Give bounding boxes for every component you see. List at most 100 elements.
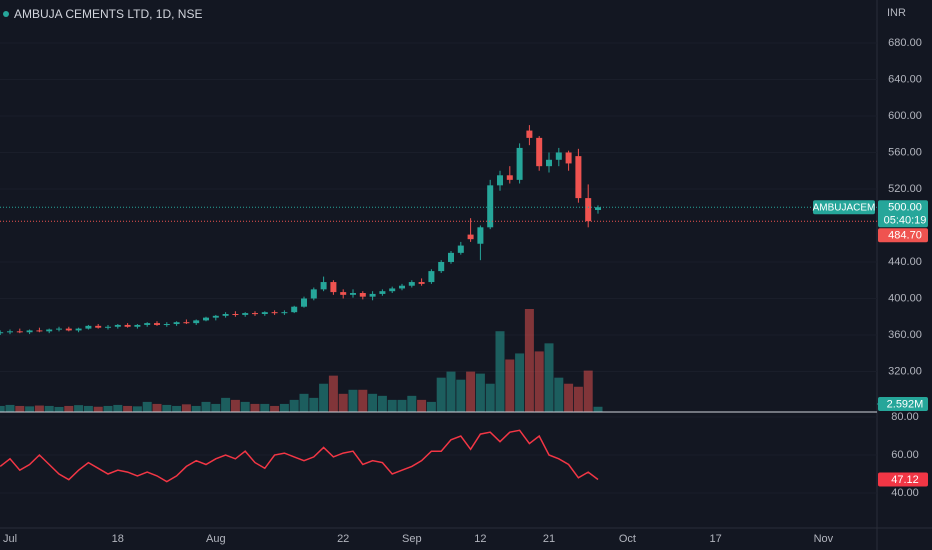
volume-bar (564, 383, 574, 412)
volume-bar (162, 404, 172, 412)
countdown: 05:40:19 (884, 215, 927, 227)
volume-bar (377, 395, 387, 412)
candle-body (546, 159, 552, 167)
volume-bar (250, 403, 260, 412)
volume-bar (456, 379, 466, 412)
candle-body (85, 325, 92, 329)
volume-bar (299, 393, 309, 412)
volume-bar (93, 406, 103, 412)
volume-label-bg (878, 397, 928, 411)
volume-bar (34, 405, 44, 412)
volume-bar (54, 406, 64, 412)
currency: INR (887, 7, 906, 19)
y-tick-label: 560.00 (888, 146, 922, 158)
candle-body (536, 137, 543, 167)
candle-body (487, 185, 494, 228)
volume-bar (123, 405, 133, 412)
candle-body (193, 320, 200, 324)
last-price-label: 500.00 (888, 202, 922, 214)
volume-bar (397, 399, 407, 412)
symbol-tag-bg (813, 200, 875, 215)
candle-body (114, 324, 121, 327)
volume-bar (152, 403, 162, 412)
candle-body (428, 271, 435, 283)
volume-bar (172, 405, 182, 412)
candle-body (418, 282, 425, 284)
volume-label: 2.592M (887, 398, 924, 410)
candle-body (310, 289, 317, 299)
volume-bar (466, 371, 476, 412)
candle-body (585, 198, 592, 222)
y-tick-label: 60.00 (891, 449, 919, 461)
x-tick-label: 22 (337, 533, 349, 545)
volume-bar (103, 405, 113, 412)
volume-bar (426, 401, 436, 412)
candle-body (271, 312, 278, 314)
prev-close-label-bg (878, 228, 928, 243)
volume-bar (230, 399, 240, 412)
x-tick-label: 17 (709, 533, 721, 545)
volume-bar (417, 399, 427, 412)
volume-bar (279, 403, 289, 412)
x-tick-label: Oct (619, 533, 636, 545)
volume-bar (544, 343, 554, 412)
rsi-label-bg (878, 472, 928, 487)
volume-bar (446, 371, 456, 412)
volume-bar (221, 397, 231, 412)
y-tick-label: 400.00 (888, 292, 922, 304)
volume-bar (407, 395, 417, 412)
candle-body (124, 324, 131, 327)
volume-bar (573, 386, 583, 412)
y-tick-label: 360.00 (888, 329, 922, 341)
volume-bar (142, 401, 152, 412)
y-tick-label: 640.00 (888, 73, 922, 85)
candle-body (222, 313, 229, 316)
candle-body (369, 293, 376, 297)
volume-bar (5, 404, 15, 412)
volume-bar (554, 377, 564, 412)
candle-body (36, 330, 43, 332)
volume-bar (201, 401, 211, 412)
last-price-bg (878, 200, 928, 228)
y-tick-label: 40.00 (891, 487, 919, 499)
volume-bar (358, 389, 368, 412)
volume-bar (191, 405, 201, 412)
y-tick-label: 320.00 (888, 365, 922, 377)
candle-body (232, 313, 239, 315)
volume-bar (475, 373, 485, 412)
volume-bar (309, 397, 319, 412)
candle-body (399, 285, 405, 289)
y-tick-label: 600.00 (888, 110, 922, 122)
candle-body (0, 332, 4, 334)
candle-body (359, 293, 366, 297)
candle-body (95, 325, 102, 328)
candle-body (330, 282, 337, 293)
volume-bar (25, 406, 35, 412)
candle-body (497, 175, 503, 186)
volume-bar (583, 370, 593, 412)
candle-body (438, 261, 445, 272)
y-tick-label: 440.00 (888, 256, 922, 268)
candle-body (457, 245, 464, 253)
volume-bar (368, 393, 378, 412)
candle-body (340, 292, 347, 295)
candle-body (203, 317, 209, 321)
candle-body (105, 326, 111, 328)
candle-body (467, 234, 474, 240)
candle-body (516, 147, 523, 180)
status-dot (3, 11, 9, 17)
volume-bar (0, 405, 5, 412)
candle-body (281, 312, 288, 314)
x-tick-label: Aug (206, 533, 226, 545)
symbol-tag: AMBUJACEM (813, 202, 876, 213)
candle-body (134, 324, 141, 327)
candle-body (526, 130, 533, 138)
volume-bar (113, 404, 123, 412)
candle-body (212, 315, 219, 318)
candle-body (301, 298, 307, 307)
volume-bar (44, 405, 54, 412)
candle-body (379, 291, 386, 294)
